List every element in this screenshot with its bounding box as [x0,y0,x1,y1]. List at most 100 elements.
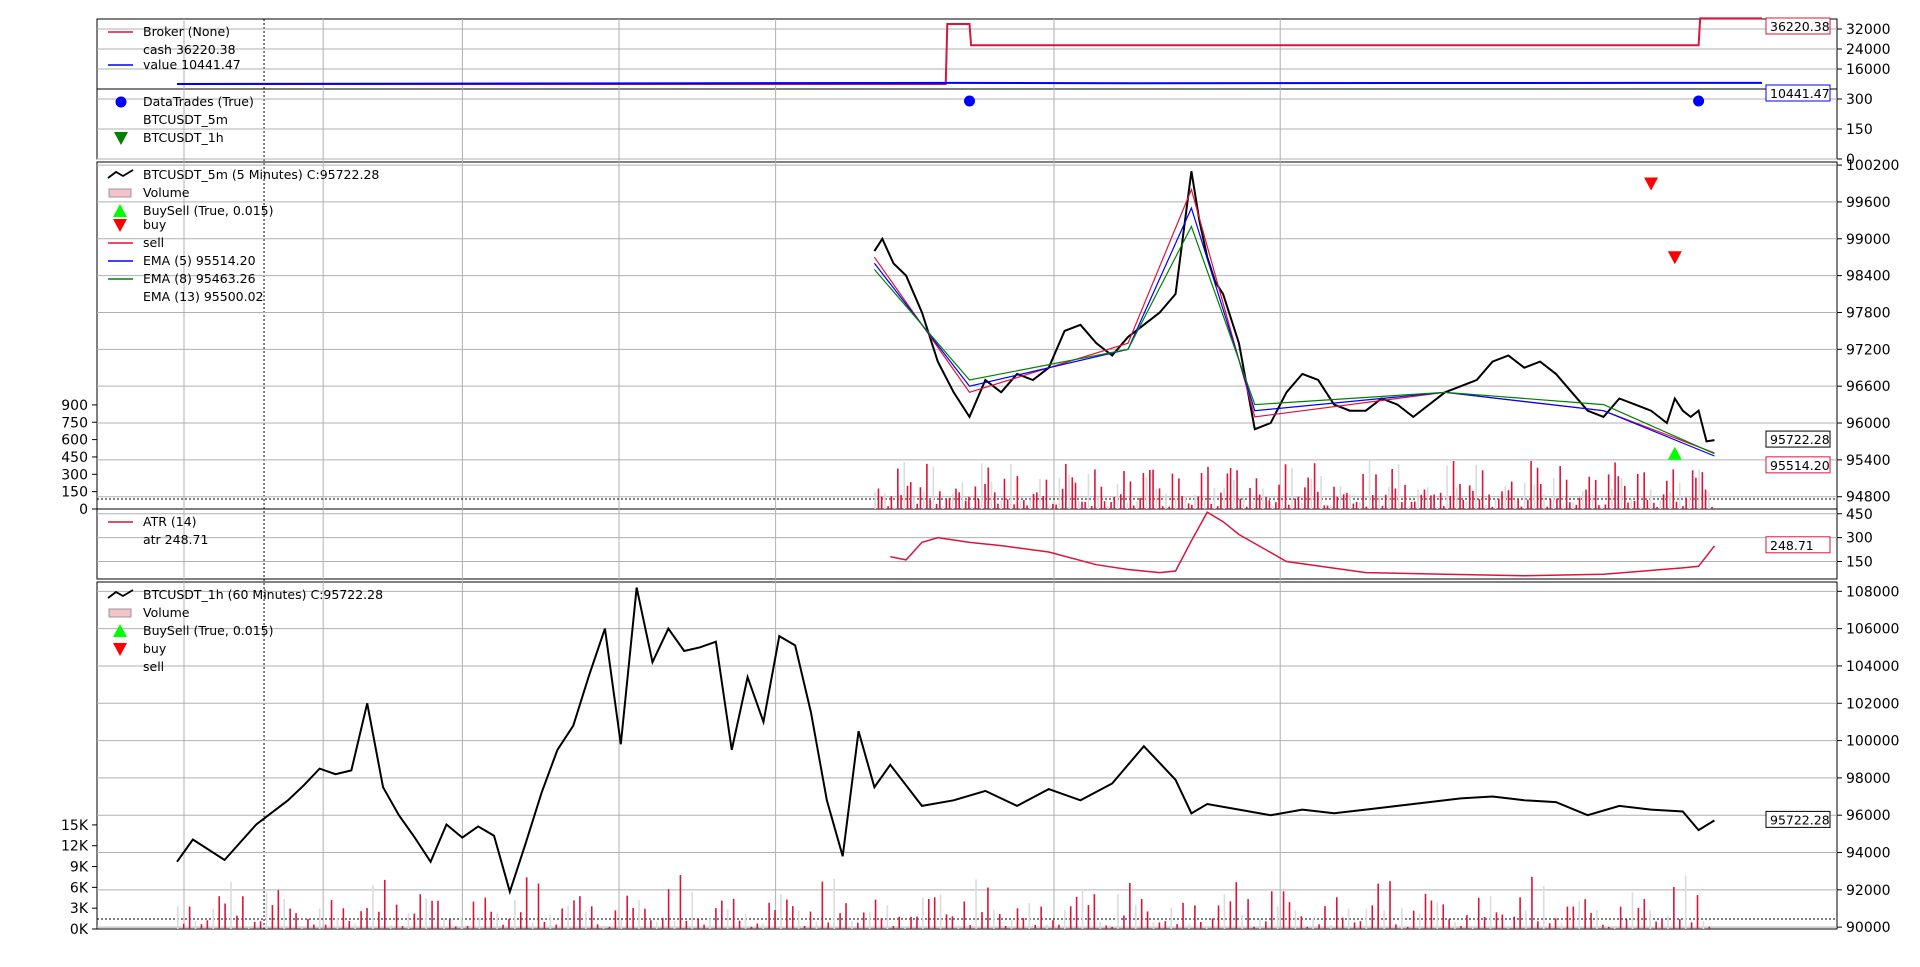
volume-bar [939,894,942,929]
volume-bar [1288,902,1291,929]
volume-bar [1631,892,1634,929]
volume-bar [1591,494,1594,509]
volume-bar [1134,904,1137,929]
volume-bar [1275,502,1277,509]
series-line-close [176,587,1715,896]
volume-bar [1029,499,1032,509]
y-tick-label: 96000 [1846,416,1891,432]
volume-bar [691,892,694,929]
volume-bar [449,919,451,929]
volume-bar [1129,481,1132,509]
volume-bar [1039,479,1041,509]
legend-entry: sell [143,235,164,250]
volume-bar [608,926,611,929]
volume-bar [1313,463,1316,509]
volume-bar [868,911,871,929]
volume-bar [182,923,185,929]
volume-bar [383,879,386,929]
volume-bar [188,906,191,929]
value-tag-box [1765,17,1831,35]
volume-bar [1485,504,1487,509]
volume-bar [360,911,362,929]
volume-bar [890,496,893,509]
volume-bar [579,896,581,929]
volume-bar [1113,496,1116,509]
legend-entry: Broker (None) [143,24,230,39]
volume-bar [573,900,575,929]
volume-bar [1562,505,1565,509]
volume-bar [945,499,948,509]
volume-bar [809,911,812,929]
volume-bar [1542,885,1545,929]
volume-bar [1627,502,1629,509]
volume-bar [1336,897,1338,929]
volume-bar [555,924,558,929]
volume-bar [1371,905,1374,929]
volume-bar [1317,491,1319,509]
volume-bar [389,925,392,929]
volume-bar [1111,926,1113,929]
y-tick-label: 94800 [1846,490,1891,506]
volume-bar [1536,467,1539,509]
volume-bar [230,882,232,929]
volume-bar [1032,493,1035,509]
y-tick-label: 300 [1846,92,1873,108]
y-tick-label: 24000 [1846,42,1891,58]
volume-bar [1058,924,1060,929]
volume-bar [1391,468,1393,509]
volume-bar [1123,915,1125,929]
volume-bar [1117,893,1119,929]
volume-bar [1519,897,1521,929]
volume-bar [935,503,938,509]
volume-bar [880,918,883,929]
volume-bar [549,915,552,929]
volume-bar [632,907,634,929]
volume-bar [661,917,664,929]
volume-bar [1075,896,1078,929]
volume-bar [354,923,356,929]
volume-bar [1395,924,1397,929]
volume-bar [1187,503,1190,509]
volume-bar [1507,926,1510,929]
volume-bar [1326,505,1329,509]
volume-bar [1608,926,1610,929]
legend-entry: sell [143,659,164,674]
volume-bar [827,922,830,929]
volume-bar [1673,886,1675,929]
buy-marker [1667,446,1682,460]
y-tick-label: 104000 [1846,659,1899,675]
trade-point [964,95,975,107]
volume-bar [945,914,948,929]
legend-swatch-sell [113,219,127,232]
volume-bar [1223,488,1225,509]
volume-bar [1454,922,1456,929]
series-line-ema-8- [873,206,1715,457]
volume-bar [1406,926,1409,929]
volume-bar [1310,479,1313,509]
volume-bar [366,908,368,929]
volume-bar [1126,502,1129,509]
legend-swatch-sell [113,643,127,656]
volume-bar [1702,921,1705,929]
volume-bar [958,492,961,509]
volume-bar [1287,504,1290,509]
volume-bar [1594,479,1597,509]
grid-layer [97,19,1837,929]
y-tick-label: 150 [1846,555,1873,571]
volume-bar [1239,498,1242,509]
volume-bar [1058,477,1061,509]
volume-bar [1548,923,1551,929]
volume-bar [1229,468,1232,509]
volume-bar [1531,876,1533,929]
volume-bar [857,922,859,929]
volume-bar [1565,479,1568,509]
legend-entry: DataTrades (True) [143,94,254,109]
volume-bar [1329,505,1332,509]
panel-5m-frame [96,161,1838,510]
volume-bar [1478,499,1481,509]
panel-1h-frame [96,581,1838,930]
y-tick-label: 92000 [1846,883,1891,899]
volume-bar [1205,926,1208,929]
volume-bar [1602,924,1604,929]
volume-bar [1665,480,1668,509]
